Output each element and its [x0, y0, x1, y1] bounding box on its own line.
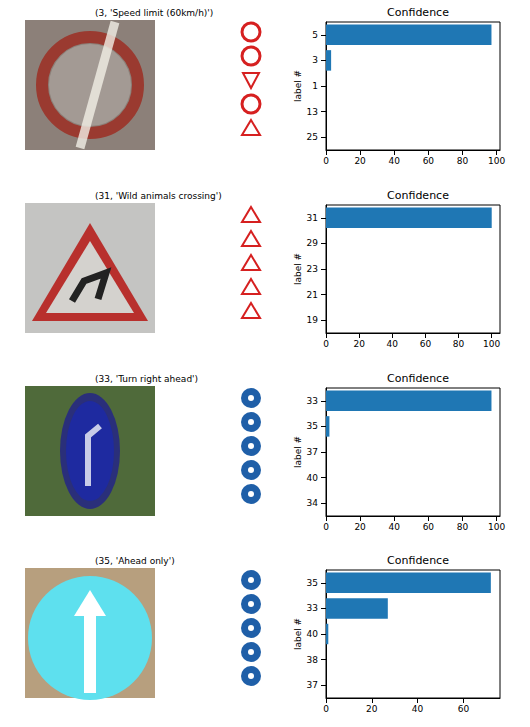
- svg-text:33: 33: [307, 603, 318, 613]
- svg-text:Confidence: Confidence: [387, 189, 449, 202]
- svg-text:20: 20: [354, 156, 366, 166]
- svg-text:80: 80: [457, 156, 469, 166]
- svg-text:label #: label #: [293, 436, 303, 468]
- svg-text:40: 40: [389, 522, 401, 532]
- svg-text:33: 33: [307, 396, 318, 406]
- svg-text:0: 0: [323, 704, 329, 714]
- svg-text:37: 37: [307, 447, 318, 457]
- svg-text:label #: label #: [293, 618, 303, 650]
- svg-text:80: 80: [457, 522, 469, 532]
- svg-text:35: 35: [307, 578, 318, 588]
- svg-text:60: 60: [423, 522, 435, 532]
- svg-text:40: 40: [387, 339, 399, 349]
- svg-text:60: 60: [423, 156, 435, 166]
- svg-text:40: 40: [389, 156, 401, 166]
- svg-text:35: 35: [307, 421, 318, 431]
- svg-text:31: 31: [307, 213, 318, 223]
- svg-text:20: 20: [354, 522, 366, 532]
- svg-text:(31, 'Wild animals crossing'): (31, 'Wild animals crossing'): [95, 191, 222, 201]
- svg-text:19: 19: [307, 315, 319, 325]
- svg-text:21: 21: [307, 290, 318, 300]
- svg-text:100: 100: [488, 156, 505, 166]
- svg-text:40: 40: [412, 704, 424, 714]
- svg-text:60: 60: [420, 339, 432, 349]
- svg-text:(35, 'Ahead only'): (35, 'Ahead only'): [95, 556, 175, 566]
- svg-text:25: 25: [307, 132, 318, 142]
- svg-text:29: 29: [307, 238, 319, 248]
- svg-text:34: 34: [307, 498, 319, 508]
- svg-text:40: 40: [307, 629, 319, 639]
- svg-text:0: 0: [323, 522, 329, 532]
- svg-text:13: 13: [307, 107, 318, 117]
- svg-text:38: 38: [307, 655, 319, 665]
- svg-text:5: 5: [312, 30, 318, 40]
- svg-text:0: 0: [323, 339, 329, 349]
- svg-text:3: 3: [312, 55, 318, 65]
- svg-text:23: 23: [307, 264, 318, 274]
- svg-text:0: 0: [323, 156, 329, 166]
- svg-text:(3, 'Speed limit (60km/h)'): (3, 'Speed limit (60km/h)'): [95, 8, 213, 18]
- svg-text:Confidence: Confidence: [387, 372, 449, 385]
- svg-text:60: 60: [458, 704, 470, 714]
- svg-text:80: 80: [453, 339, 465, 349]
- svg-text:(33, 'Turn right ahead'): (33, 'Turn right ahead'): [95, 374, 198, 384]
- svg-text:40: 40: [307, 473, 319, 483]
- svg-text:20: 20: [366, 704, 378, 714]
- svg-text:20: 20: [353, 339, 365, 349]
- svg-text:1: 1: [312, 81, 318, 91]
- svg-text:100: 100: [483, 339, 500, 349]
- svg-text:Confidence: Confidence: [387, 554, 449, 567]
- svg-text:Confidence: Confidence: [387, 6, 449, 19]
- svg-text:100: 100: [488, 522, 505, 532]
- svg-text:label #: label #: [293, 70, 303, 102]
- svg-text:label #: label #: [293, 253, 303, 285]
- svg-text:37: 37: [307, 680, 318, 690]
